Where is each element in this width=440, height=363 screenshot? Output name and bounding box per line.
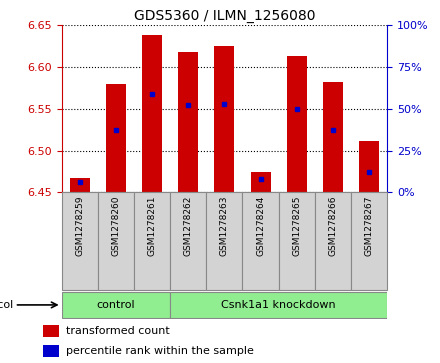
FancyBboxPatch shape (134, 192, 170, 290)
Bar (214, 46, 235, 192)
FancyBboxPatch shape (351, 192, 387, 290)
Text: GSM1278267: GSM1278267 (365, 195, 374, 256)
Text: GSM1278264: GSM1278264 (256, 195, 265, 256)
FancyBboxPatch shape (206, 192, 242, 290)
Bar (323, 82, 343, 192)
FancyBboxPatch shape (98, 192, 134, 290)
Text: protocol: protocol (0, 300, 13, 310)
Bar (70, 178, 90, 192)
FancyBboxPatch shape (279, 192, 315, 290)
Text: GSM1278261: GSM1278261 (147, 195, 157, 256)
Text: GSM1278262: GSM1278262 (184, 195, 193, 256)
FancyBboxPatch shape (62, 292, 170, 318)
Bar (142, 36, 162, 192)
Text: control: control (96, 300, 135, 310)
Bar (287, 56, 307, 192)
Text: GSM1278263: GSM1278263 (220, 195, 229, 256)
Text: transformed count: transformed count (66, 326, 169, 336)
Bar (178, 52, 198, 192)
Text: GSM1278266: GSM1278266 (328, 195, 337, 256)
FancyBboxPatch shape (242, 192, 279, 290)
Text: GSM1278259: GSM1278259 (75, 195, 84, 256)
Bar (251, 172, 271, 192)
Text: GSM1278260: GSM1278260 (111, 195, 121, 256)
Text: GSM1278265: GSM1278265 (292, 195, 301, 256)
Bar (106, 84, 126, 192)
Text: Csnk1a1 knockdown: Csnk1a1 knockdown (221, 300, 336, 310)
FancyBboxPatch shape (315, 192, 351, 290)
Bar (43, 325, 59, 337)
Title: GDS5360 / ILMN_1256080: GDS5360 / ILMN_1256080 (134, 9, 315, 23)
FancyBboxPatch shape (170, 292, 387, 318)
Bar (359, 140, 379, 192)
Bar (43, 345, 59, 357)
FancyBboxPatch shape (170, 192, 206, 290)
Text: percentile rank within the sample: percentile rank within the sample (66, 346, 253, 356)
FancyBboxPatch shape (62, 192, 98, 290)
